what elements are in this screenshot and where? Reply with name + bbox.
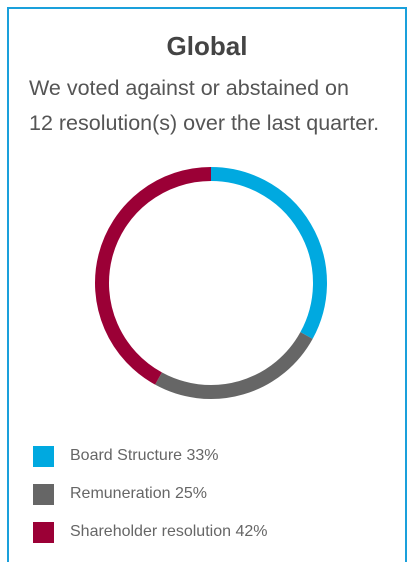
panel-title: Global xyxy=(166,31,248,61)
legend-label: Shareholder resolution 42% xyxy=(70,523,268,540)
legend-label: Remuneration 25% xyxy=(70,485,207,502)
panel-description: We voted against or abstained on 12 reso… xyxy=(29,71,409,141)
donut-segment-shareholder-resolution xyxy=(95,167,212,385)
donut-chart xyxy=(95,167,327,399)
legend-swatch-shareholder-resolution xyxy=(33,521,54,543)
legend-item-board-structure: Board Structure 33% xyxy=(33,445,267,467)
donut-segment-remuneration xyxy=(155,332,313,399)
legend-item-shareholder-resolution: Shareholder resolution 42% xyxy=(33,521,267,543)
legend-item-remuneration: Remuneration 25% xyxy=(33,483,267,505)
chart-legend: Board Structure 33% Remuneration 25% Sha… xyxy=(33,445,267,559)
legend-swatch-board-structure xyxy=(33,445,54,467)
description-line-1: We voted against or abstained on xyxy=(29,76,349,100)
description-line-2: 12 resolution(s) over the last quarter. xyxy=(29,111,380,135)
donut-segment-board-structure xyxy=(210,167,327,339)
legend-swatch-remuneration xyxy=(33,483,54,505)
legend-label: Board Structure 33% xyxy=(70,447,219,464)
global-panel: Global We voted against or abstained on … xyxy=(7,7,407,562)
